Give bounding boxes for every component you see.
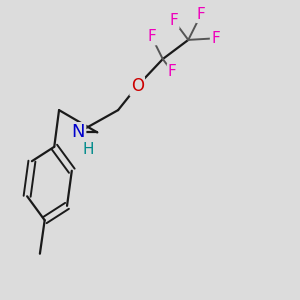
- Text: F: F: [147, 29, 156, 44]
- Text: H: H: [82, 142, 94, 158]
- Text: F: F: [197, 7, 206, 22]
- Text: O: O: [131, 77, 144, 95]
- Text: F: F: [169, 13, 178, 28]
- Text: F: F: [211, 31, 220, 46]
- Text: F: F: [168, 64, 177, 79]
- Text: N: N: [71, 123, 85, 141]
